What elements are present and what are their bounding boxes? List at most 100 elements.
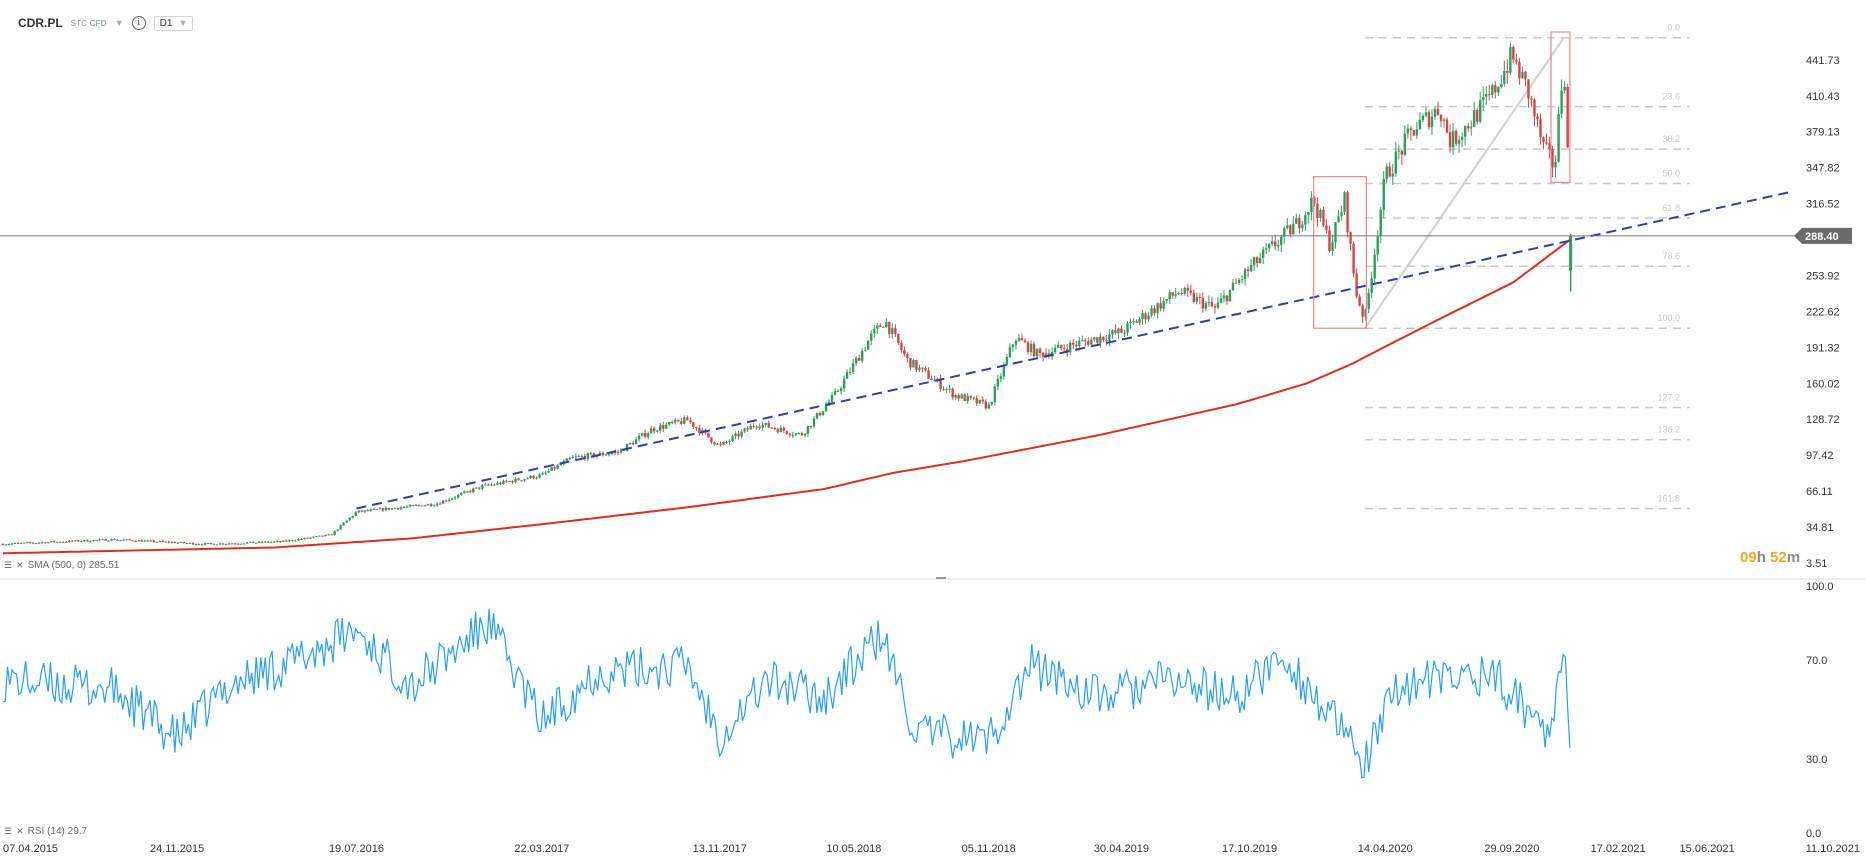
candle-body (1204, 302, 1208, 309)
candle-body (258, 541, 261, 543)
candle-body (28, 542, 32, 544)
settings-icon[interactable]: ☰ (4, 826, 13, 836)
candle-body (1322, 209, 1325, 226)
candle-body (547, 470, 550, 473)
candle-body (867, 340, 870, 350)
sma-indicator-label[interactable]: ☰ ✕ SMA (500, 0) 285.51 (4, 560, 119, 571)
settings-icon[interactable]: ☰ (4, 560, 13, 570)
candle-body (478, 487, 481, 489)
fib-level-label: 38.2 (1662, 134, 1680, 144)
candle-body (185, 543, 189, 545)
candle-body (851, 363, 855, 372)
candle-body (466, 491, 469, 493)
candle-body (435, 503, 439, 506)
candle-body (1370, 278, 1373, 293)
candle-body (885, 321, 888, 328)
candle-body (637, 435, 641, 440)
candle-body (1135, 321, 1138, 323)
symbol-label[interactable]: CDR.PL (18, 16, 63, 30)
candle-body (167, 541, 171, 543)
candle-body (432, 505, 436, 507)
candle-body (414, 505, 418, 507)
date-axis-tick: 29.09.2020 (1484, 843, 1539, 855)
candle-body (1156, 303, 1159, 314)
countdown-minutes: 52 (1770, 549, 1787, 566)
candle-body (375, 509, 379, 511)
candle-body (113, 539, 116, 541)
candle-body (1017, 337, 1021, 342)
candle-body (800, 433, 804, 436)
candle-body (535, 477, 538, 479)
candle-body (1451, 130, 1455, 148)
candle-body (806, 425, 810, 434)
rsi-indicator-label[interactable]: ☰ ✕ RSI (14) 29.7 (4, 826, 87, 837)
fib-level-label: 100.0 (1657, 313, 1680, 323)
candle-body (1153, 308, 1156, 314)
close-icon[interactable]: ✕ (16, 560, 24, 570)
candle-body (870, 333, 873, 341)
rsi-label-text: RSI (14) 29.7 (27, 826, 88, 837)
highlight-box[interactable] (1313, 176, 1368, 329)
candle-body (444, 500, 448, 502)
close-icon[interactable]: ✕ (16, 826, 24, 836)
candle-body (860, 350, 864, 361)
date-axis-tick: 19.07.2016 (329, 843, 384, 855)
candle-body (22, 542, 26, 544)
candle-body (173, 542, 177, 544)
candle-body (912, 360, 915, 368)
candle-body (1497, 86, 1500, 93)
candle-body (604, 454, 608, 456)
trendline[interactable] (356, 190, 1793, 510)
candle-body (1255, 257, 1259, 264)
candle-body (7, 544, 11, 546)
candle-body (580, 456, 584, 458)
candle-body (619, 449, 623, 453)
candle-body (514, 478, 517, 483)
candle-body (31, 542, 35, 544)
candle-body (1494, 85, 1497, 93)
candle-body (1518, 62, 1521, 79)
price-axis-tick: 97.42 (1806, 450, 1834, 462)
candle-body (1521, 71, 1524, 79)
highlight-box[interactable] (1550, 31, 1571, 184)
timeframe-select[interactable]: D1 ▼ (153, 15, 194, 31)
chevron-down-icon[interactable]: ▼ (114, 18, 124, 28)
candle-body (158, 541, 161, 543)
candle-body (233, 543, 237, 545)
candle-body (963, 394, 966, 402)
candle-body (273, 541, 276, 543)
candle-body (1503, 70, 1506, 84)
rsi-line[interactable] (2, 608, 1571, 779)
candle-body (1548, 143, 1551, 150)
candle-body (1053, 347, 1057, 353)
candle-body (1331, 242, 1334, 251)
candle-body (1385, 166, 1388, 180)
candle-body (122, 539, 125, 541)
candle-body (517, 478, 520, 481)
candle-body (149, 540, 152, 542)
candle-body (713, 442, 716, 445)
candle-body (1138, 319, 1141, 323)
fib-trend-line[interactable] (1364, 37, 1565, 329)
candle-body (1412, 130, 1416, 136)
date-axis-tick: 17.02.2021 (1591, 843, 1646, 855)
candle-body (1382, 179, 1385, 210)
candle-body (1258, 257, 1262, 264)
candle-body (4, 544, 8, 546)
info-icon[interactable]: i (131, 16, 146, 30)
candle-body (1274, 241, 1277, 247)
sma-line[interactable] (2, 238, 1572, 555)
candle-body (396, 508, 400, 510)
candle-body (628, 443, 632, 445)
candle-body (110, 539, 113, 541)
candle-body (267, 541, 270, 543)
candle-body (134, 540, 137, 542)
candle-body (655, 430, 659, 432)
candle-body (496, 482, 499, 485)
candle-body (1231, 282, 1235, 290)
candle-body (770, 427, 773, 429)
candle-body (1295, 217, 1298, 224)
candle-body (357, 510, 360, 513)
candle-body (556, 465, 559, 469)
